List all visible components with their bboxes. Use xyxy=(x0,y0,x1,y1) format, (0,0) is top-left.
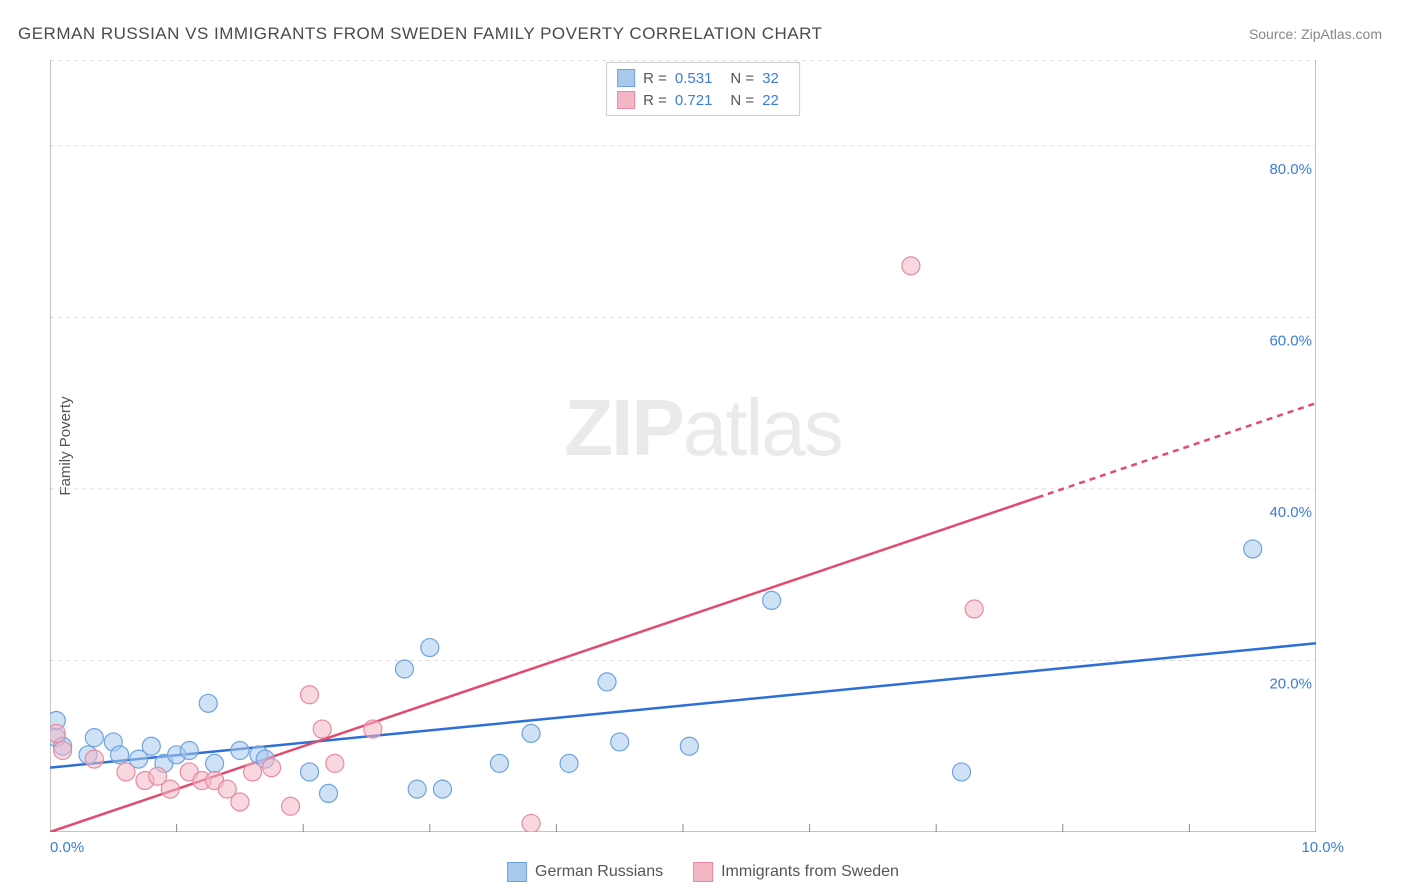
n-value: 32 xyxy=(762,70,789,87)
chart-svg: 20.0% 40.0% 60.0% 80.0% xyxy=(50,60,1316,832)
r-label: R = xyxy=(643,70,667,87)
chart-container: GERMAN RUSSIAN VS IMMIGRANTS FROM SWEDEN… xyxy=(0,0,1406,892)
x-tick-end: 10.0% xyxy=(1301,839,1344,856)
legend-label: German Russians xyxy=(535,863,663,881)
chart-title: GERMAN RUSSIAN VS IMMIGRANTS FROM SWEDEN… xyxy=(18,24,822,44)
svg-text:80.0%: 80.0% xyxy=(1269,161,1312,178)
legend-swatch-pink xyxy=(617,91,635,109)
legend-swatch-pink xyxy=(693,862,713,882)
x-tick-start: 0.0% xyxy=(50,839,84,856)
chart-plot-area: 20.0% 40.0% 60.0% 80.0% xyxy=(50,60,1316,832)
correlation-row-2: R = 0.721 N = 22 xyxy=(617,89,789,111)
source-prefix: Source: xyxy=(1249,26,1301,42)
r-label: R = xyxy=(643,92,667,109)
svg-text:60.0%: 60.0% xyxy=(1269,332,1312,349)
series-legend: German Russians Immigrants from Sweden xyxy=(507,862,899,882)
legend-swatch-blue xyxy=(617,69,635,87)
legend-item-german-russians: German Russians xyxy=(507,862,663,882)
n-label: N = xyxy=(730,92,754,109)
legend-item-immigrants-sweden: Immigrants from Sweden xyxy=(693,862,899,882)
n-value: 22 xyxy=(762,92,789,109)
source-attribution: Source: ZipAtlas.com xyxy=(1249,26,1382,42)
legend-swatch-blue xyxy=(507,862,527,882)
correlation-row-1: R = 0.531 N = 32 xyxy=(617,67,789,89)
svg-text:20.0%: 20.0% xyxy=(1269,675,1312,692)
n-label: N = xyxy=(730,70,754,87)
r-value: 0.721 xyxy=(675,92,723,109)
correlation-legend: R = 0.531 N = 32 R = 0.721 N = 22 xyxy=(606,62,800,116)
legend-label: Immigrants from Sweden xyxy=(721,863,899,881)
r-value: 0.531 xyxy=(675,70,723,87)
svg-text:40.0%: 40.0% xyxy=(1269,504,1312,521)
source-name: ZipAtlas.com xyxy=(1301,26,1382,42)
